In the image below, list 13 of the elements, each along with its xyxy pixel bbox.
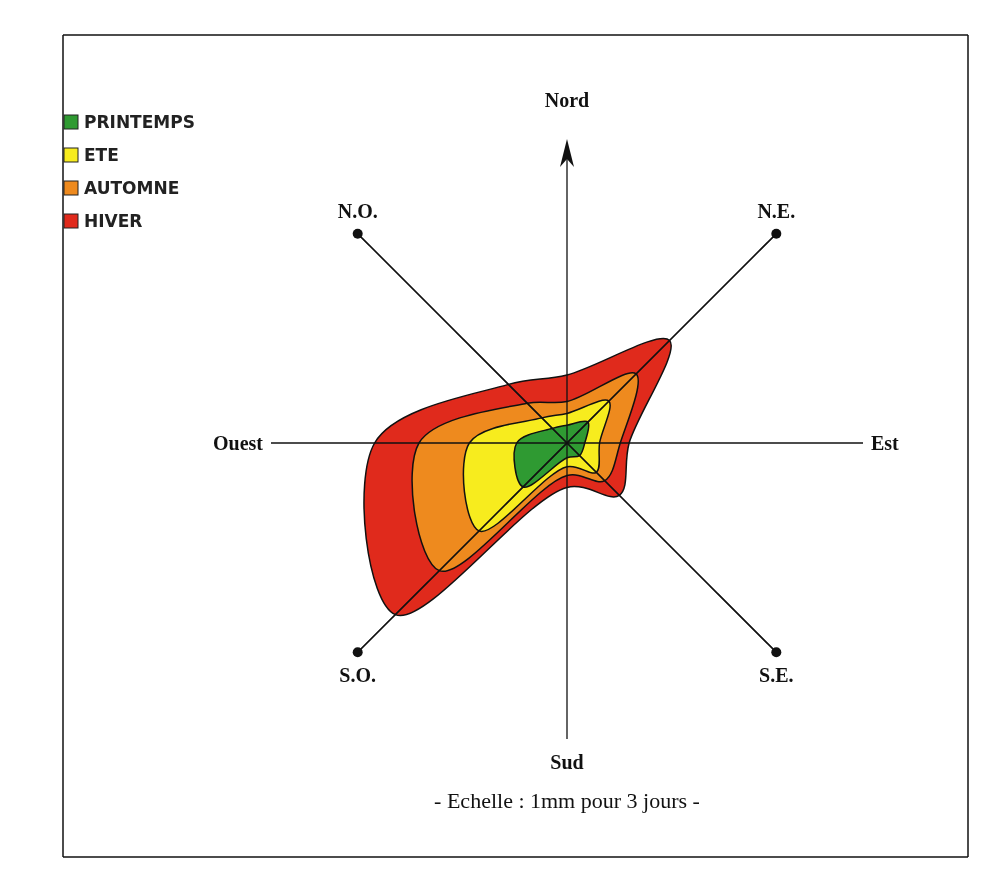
spoke-label: N.E. <box>757 199 796 222</box>
spoke-label: Nord <box>544 89 590 111</box>
legend-label: ETE <box>84 145 119 165</box>
spoke-label: Sud <box>550 751 584 773</box>
spoke-label: S.O. <box>339 664 377 687</box>
spoke-label: S.E. <box>759 664 794 687</box>
spoke-label: Ouest <box>213 432 264 454</box>
spoke-label: N.O. <box>337 199 378 222</box>
legend-label: AUTOMNE <box>84 178 180 198</box>
text: - Echelle : 1mm pour 3 jours - <box>434 788 700 813</box>
spoke-label: Est <box>871 432 900 454</box>
legend-label: HIVER <box>84 211 143 231</box>
legend-label: PRINTEMPS <box>84 112 195 132</box>
